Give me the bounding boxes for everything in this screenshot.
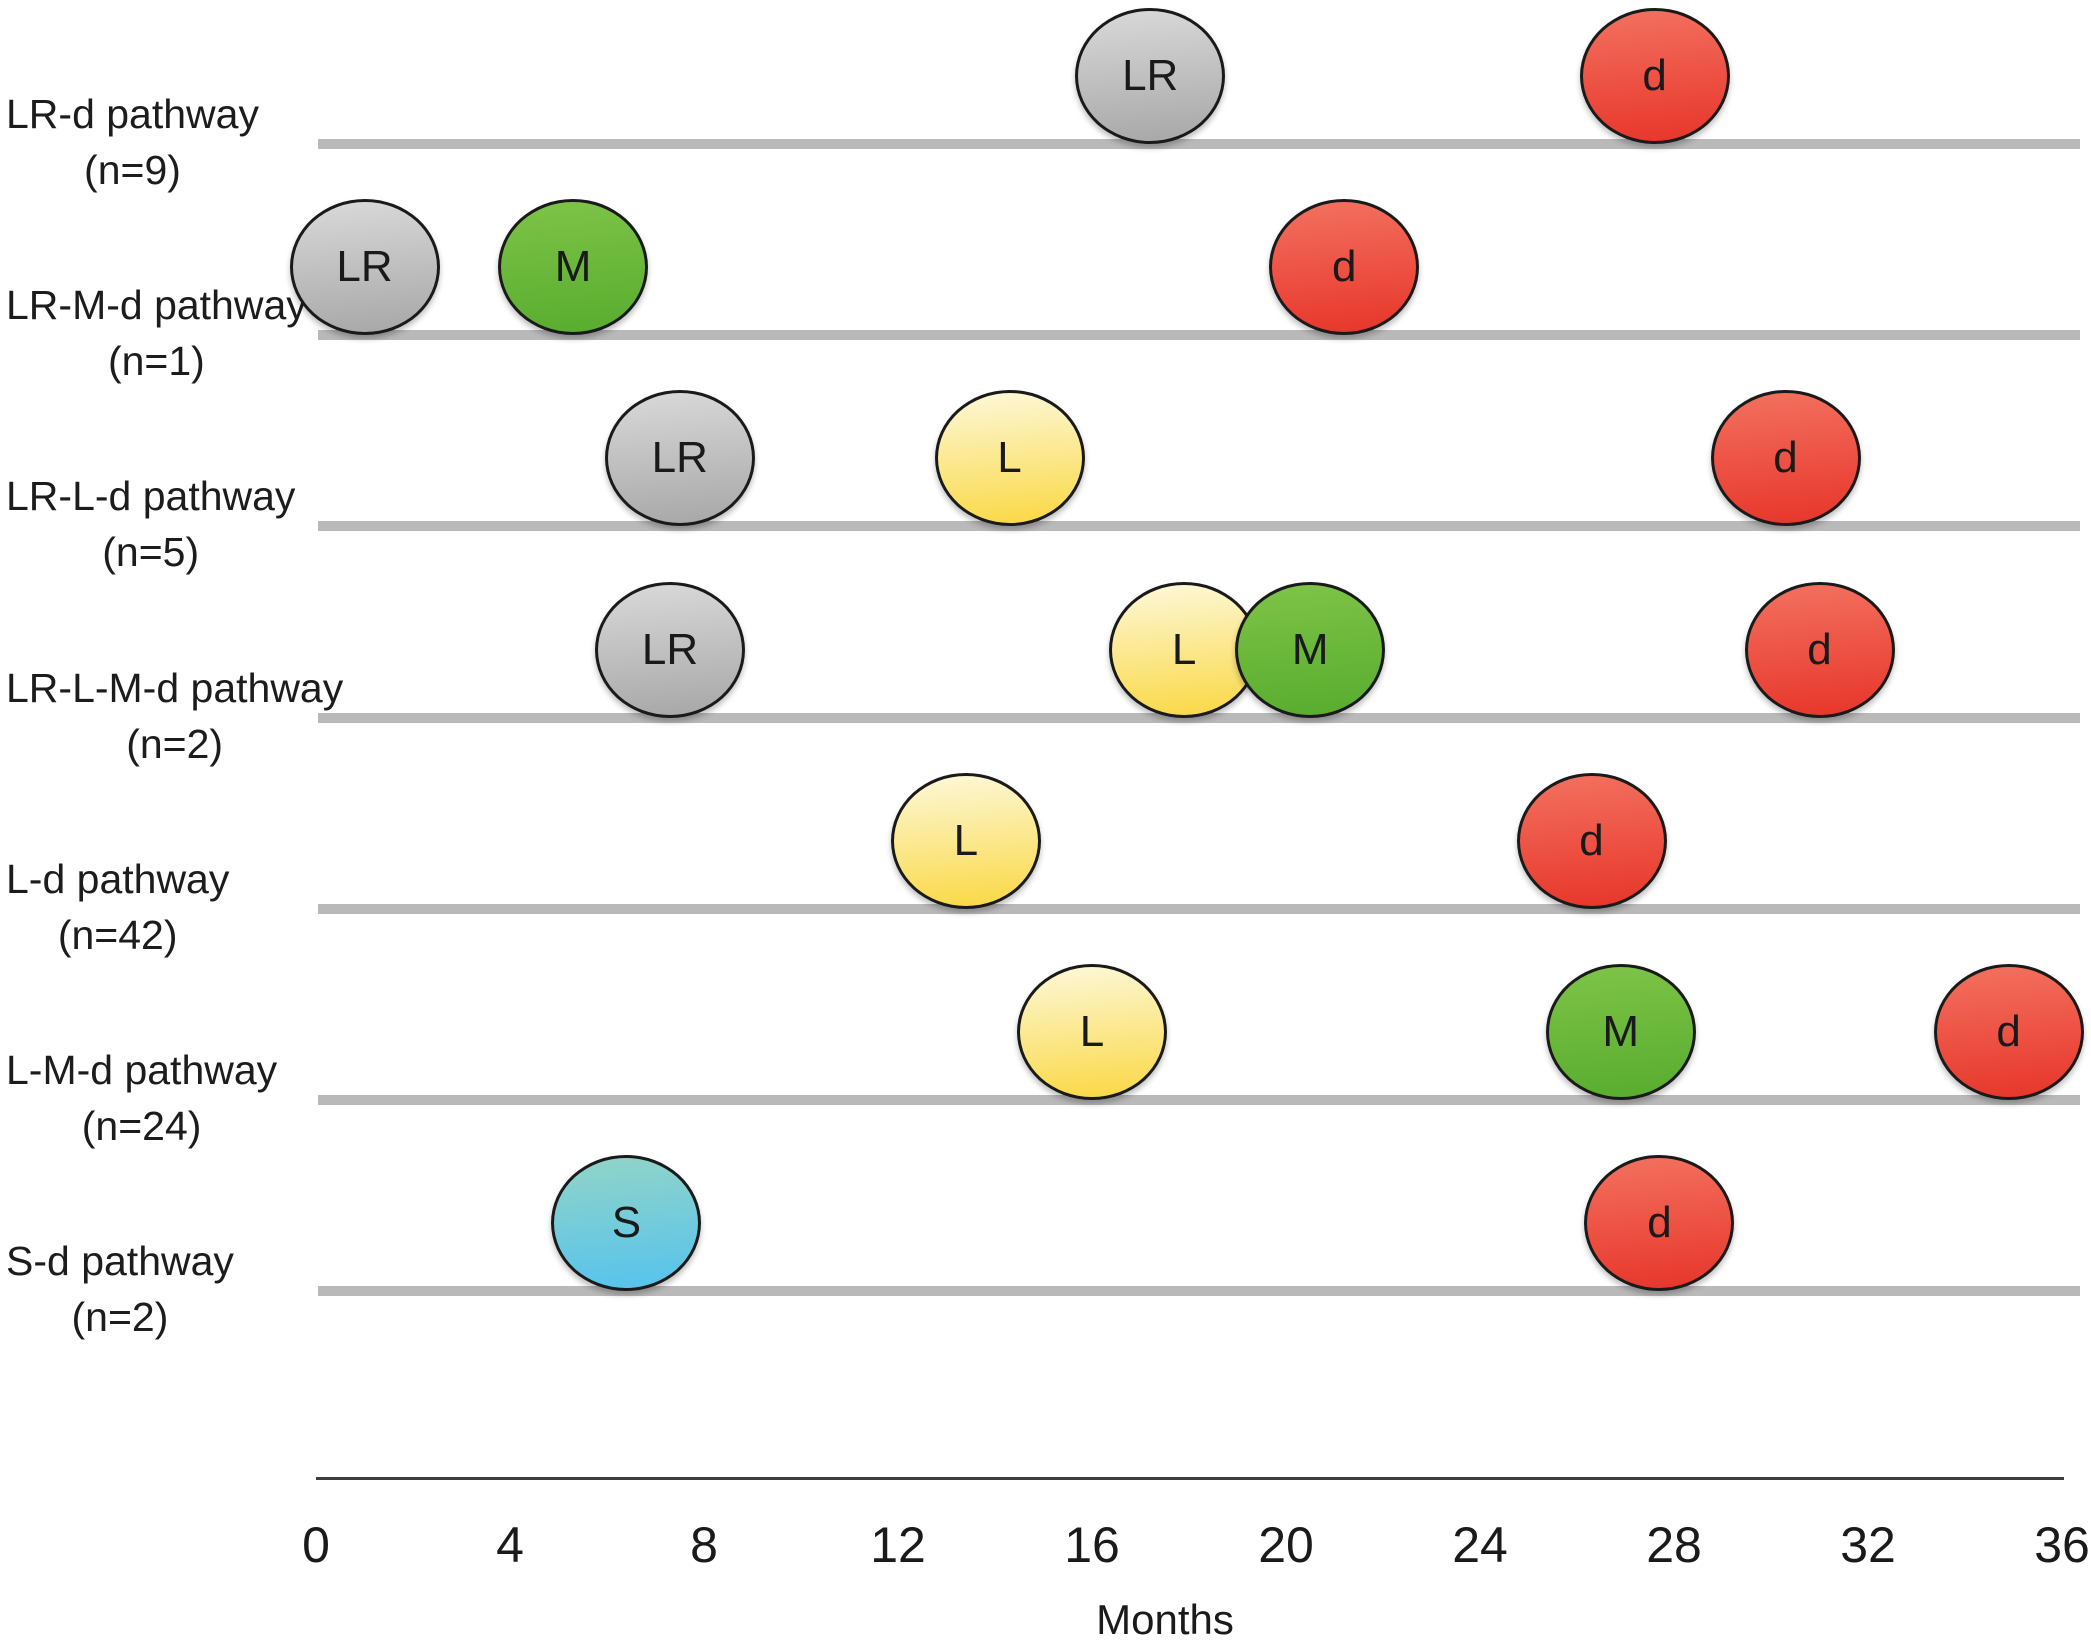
pathway-n-count: (n=1) <box>107 338 205 385</box>
event-circle-d: d <box>1933 964 2084 1100</box>
pathway-n-count: (n=5) <box>102 529 200 576</box>
row-label: LR-L-d pathway (n=5) <box>6 468 295 580</box>
pathway-name: S-d pathway <box>6 1238 234 1285</box>
x-axis-title: Months <box>1096 1596 1234 1643</box>
event-letter: L <box>1079 1007 1105 1056</box>
pathway-n-count: (n=2) <box>126 720 224 767</box>
x-tick-label: 0 <box>302 1517 330 1573</box>
event-circle-d: d <box>1584 1155 1735 1292</box>
event-letter: d <box>1773 433 1798 483</box>
event-circle-M: M <box>1235 581 1386 718</box>
event-circle-d: d <box>1269 199 1420 336</box>
row-baseline <box>318 330 2080 341</box>
row-baseline <box>318 1286 2080 1297</box>
row-label: L-M-d pathway (n=24) <box>6 1042 277 1154</box>
row-label: LR-M-d pathway (n=1) <box>6 277 307 389</box>
x-tick-label: 16 <box>1064 1517 1120 1573</box>
row-label: L-d pathway (n=42) <box>6 851 229 963</box>
event-circle-M: M <box>498 199 649 336</box>
row-label: S-d pathway (n=2) <box>6 1233 234 1345</box>
row-baseline <box>318 139 2080 149</box>
x-tick-label: 12 <box>870 1517 926 1573</box>
event-circle-L: L <box>1017 964 1167 1100</box>
event-letter: d <box>1647 1198 1672 1248</box>
row-baseline <box>318 712 2080 723</box>
pathway-name: LR-M-d pathway <box>6 282 307 329</box>
row-baseline <box>318 903 2080 914</box>
row-label: LR-d pathway (n=9) <box>6 86 259 198</box>
event-letter: M <box>1602 1007 1639 1056</box>
x-tick-label: 20 <box>1258 1517 1314 1573</box>
event-circle-LR: LR <box>289 199 440 336</box>
event-circle-d: d <box>1579 8 1730 144</box>
row-label: LR-L-M-d pathway (n=2) <box>6 660 343 772</box>
x-tick-label: 4 <box>496 1517 524 1573</box>
x-tick-label: 24 <box>1452 1517 1508 1573</box>
event-circle-d: d <box>1744 581 1895 718</box>
event-letter: LR <box>641 624 699 674</box>
event-letter: L <box>953 815 979 865</box>
pathway-name: LR-L-M-d pathway <box>6 664 344 711</box>
pathway-name: L-d pathway <box>6 855 230 902</box>
pathway-name: L-M-d pathway <box>6 1047 278 1093</box>
x-tick-label: 28 <box>1646 1517 1702 1573</box>
event-letter: L <box>1171 624 1197 674</box>
event-letter: d <box>1331 242 1357 292</box>
event-letter: M <box>554 242 592 292</box>
event-letter: S <box>611 1198 642 1248</box>
pathway-n-count: (n=9) <box>84 147 181 193</box>
pathway-n-count: (n=42) <box>57 911 178 958</box>
event-letter: d <box>1996 1007 2021 1056</box>
pathway-name: LR-L-d pathway <box>6 473 296 520</box>
event-letter: d <box>1642 51 1667 100</box>
event-circle-d: d <box>1710 390 1861 527</box>
event-letter: L <box>997 433 1022 483</box>
x-tick-label: 8 <box>690 1517 718 1573</box>
event-circle-L: L <box>934 390 1085 527</box>
event-circle-S: S <box>551 1155 702 1292</box>
event-letter: LR <box>336 242 393 292</box>
row-baseline <box>318 1095 2080 1105</box>
x-tick-label: 32 <box>1840 1517 1896 1573</box>
event-circle-LR: LR <box>1075 8 1226 144</box>
event-circle-M: M <box>1545 964 1696 1100</box>
pathway-n-count: (n=2) <box>71 1294 169 1341</box>
pathway-name: LR-d pathway <box>6 91 259 137</box>
event-letter: LR <box>651 433 708 483</box>
event-letter: d <box>1579 815 1604 865</box>
event-letter: LR <box>1122 51 1179 100</box>
row-baseline <box>318 521 2080 532</box>
event-letter: d <box>1807 624 1832 674</box>
event-letter: M <box>1291 624 1329 674</box>
event-circle-d: d <box>1516 772 1667 909</box>
event-circle-LR: LR <box>604 390 755 527</box>
event-circle-LR: LR <box>595 581 746 718</box>
event-circle-L: L <box>890 772 1041 909</box>
x-tick-label: 36 <box>2034 1517 2090 1573</box>
pathway-n-count: (n=24) <box>81 1103 202 1149</box>
x-axis-line <box>316 1477 2064 1480</box>
